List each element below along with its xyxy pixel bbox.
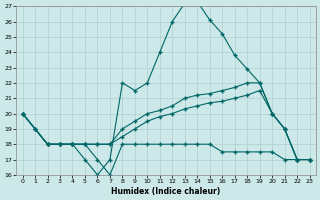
X-axis label: Humidex (Indice chaleur): Humidex (Indice chaleur) bbox=[111, 187, 221, 196]
